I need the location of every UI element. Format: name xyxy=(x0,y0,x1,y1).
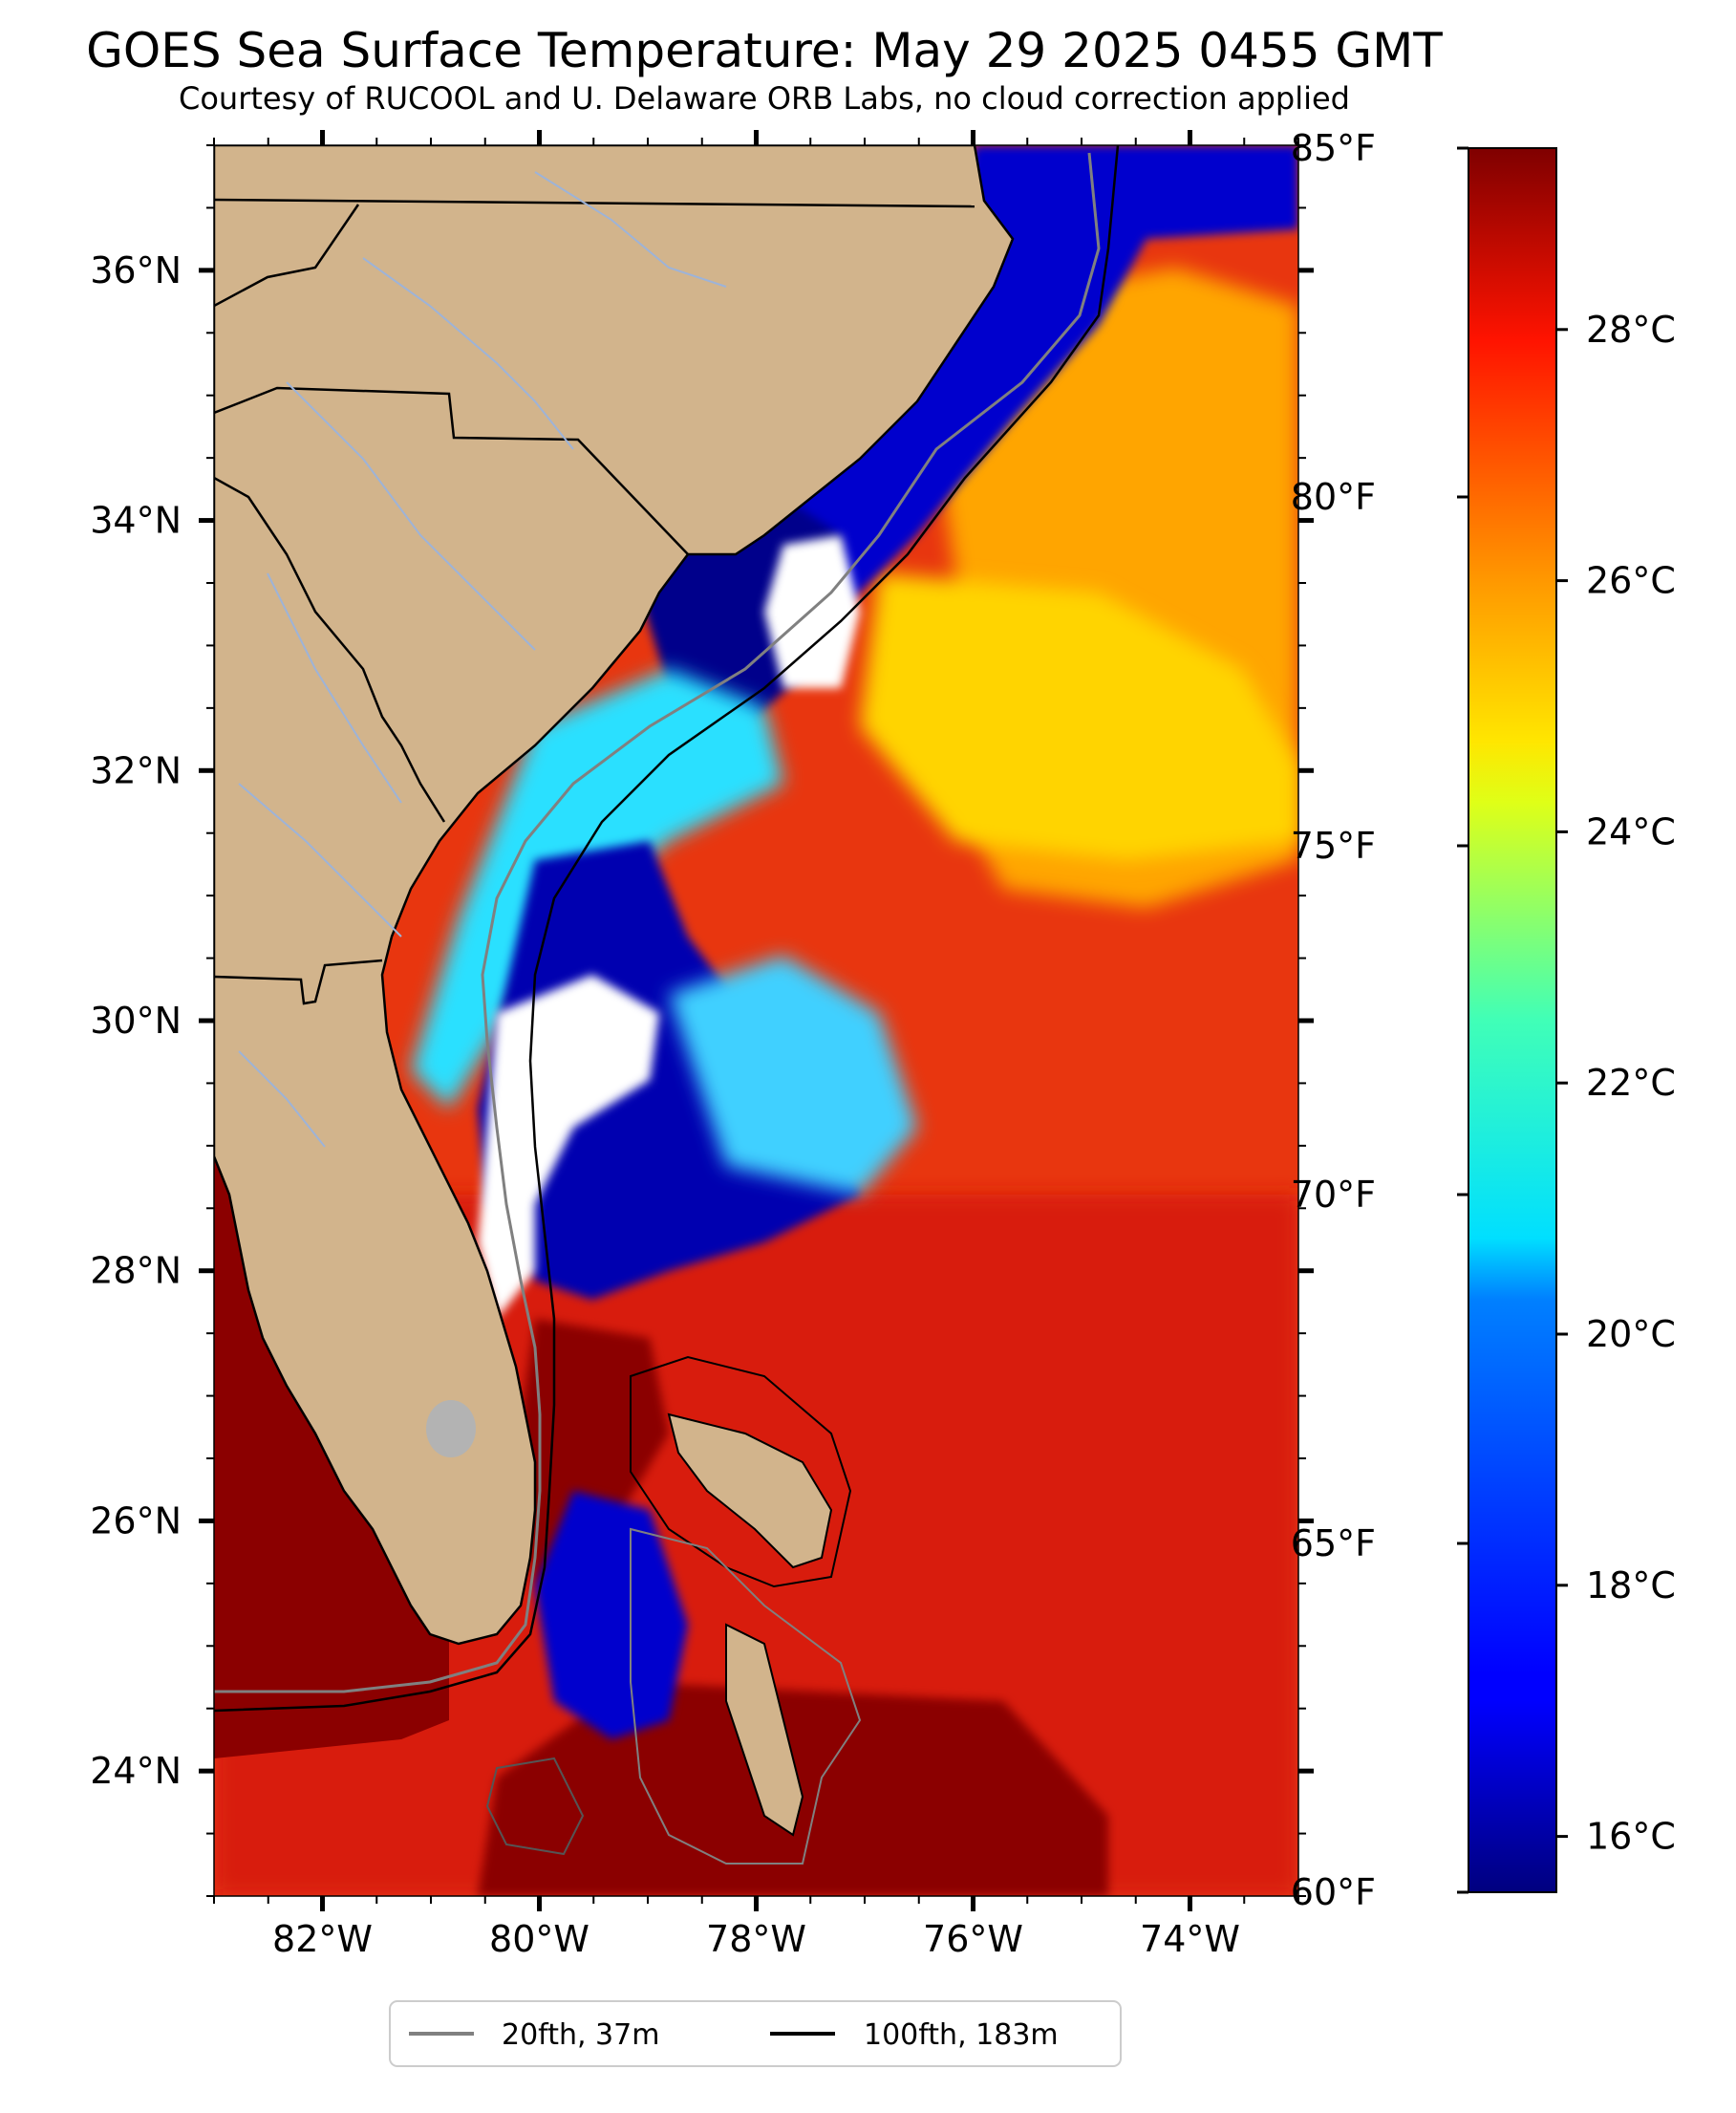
lon-tick-label: 80°W xyxy=(489,1918,589,1960)
colorbar-f-label: 80°F xyxy=(1291,476,1376,518)
cold-water-florida xyxy=(478,841,860,1300)
land-bahamas-andros xyxy=(725,1623,804,1837)
state-border-ga-fl xyxy=(214,959,383,1005)
lat-tick-label: 34°N xyxy=(90,500,182,542)
colorbar-c-label: 18°C xyxy=(1586,1564,1676,1606)
isobath-100fth-183m xyxy=(214,145,1120,1713)
offshore-yellow-band xyxy=(860,573,1298,860)
state-border-va-nc xyxy=(214,198,975,208)
cloud-patch-florida xyxy=(478,975,659,1319)
isobath-cay-sal-bank xyxy=(485,1757,585,1856)
colorbar-f-label: 60°F xyxy=(1291,1871,1376,1913)
legend-label-100fth: 100fth, 183m xyxy=(864,2018,1059,2052)
colorbar-f-label: 85°F xyxy=(1291,127,1376,169)
map-title: GOES Sea Surface Temperature: May 29 202… xyxy=(86,23,1443,78)
isobath-bahamas-bank xyxy=(630,1355,852,1588)
rivers xyxy=(238,171,727,1148)
lat-tick-label: 28°N xyxy=(90,1250,182,1292)
cold-water-straits xyxy=(535,1491,688,1739)
colorbar-c-label: 16°C xyxy=(1586,1816,1676,1858)
lat-tick-label: 30°N xyxy=(90,1000,182,1042)
state-border-sc-ga xyxy=(214,476,446,823)
colorbar-c-label: 20°C xyxy=(1586,1313,1676,1355)
legend: 20fth, 37m 100fth, 183m xyxy=(389,2000,1122,2067)
lat-tick-label: 36°N xyxy=(90,249,182,291)
colorbar-ticks: 60°F 65°F 70°F 75°F 80°F 85°F 16°C 18°C 20°C 22°C… xyxy=(1291,127,1676,1913)
state-border-tn-nc xyxy=(214,204,360,308)
lat-tick-label: 24°N xyxy=(90,1750,182,1792)
map-axis-ticks: 82°W 80°W 78°W 76°W 74°W 36°N 34°N 32°N 30°N 28°N… xyxy=(90,130,1314,1960)
colorbar-c-label: 26°C xyxy=(1586,560,1676,602)
lake-okeechobee xyxy=(426,1400,476,1457)
isobath-great-bahama-bank xyxy=(630,1527,862,1865)
cloud-patch-carolina xyxy=(764,535,860,688)
legend-label-20fth: 20fth, 37m xyxy=(502,2018,659,2052)
map-panel xyxy=(214,145,1298,1896)
legend-box xyxy=(389,2000,1122,2067)
isobath-20fth-37m xyxy=(214,152,1101,1693)
colorbar-gradient xyxy=(1468,147,1557,1893)
cyan-eddy-ring xyxy=(669,956,917,1195)
colorbar-c-label: 22°C xyxy=(1586,1062,1676,1104)
state-border-nc-sc xyxy=(214,386,689,555)
colorbar-c-label: 28°C xyxy=(1586,309,1676,351)
lat-tick-label: 26°N xyxy=(90,1499,182,1542)
land-mainland xyxy=(214,145,1015,1646)
colorbar-f-label: 65°F xyxy=(1291,1522,1376,1564)
map-subtitle: Courtesy of RUCOOL and U. Delaware ORB L… xyxy=(179,80,1350,117)
lon-tick-label: 74°W xyxy=(1140,1918,1240,1960)
colorbar-f-label: 75°F xyxy=(1291,825,1376,867)
lat-tick-label: 32°N xyxy=(90,749,182,791)
colorbar-c-label: 24°C xyxy=(1586,810,1676,852)
lon-tick-label: 76°W xyxy=(923,1918,1023,1960)
colorbar-f-label: 70°F xyxy=(1291,1174,1376,1216)
lon-tick-label: 82°W xyxy=(272,1918,373,1960)
lon-tick-label: 78°W xyxy=(706,1918,806,1960)
land-bahamas-abaco xyxy=(667,1412,833,1569)
